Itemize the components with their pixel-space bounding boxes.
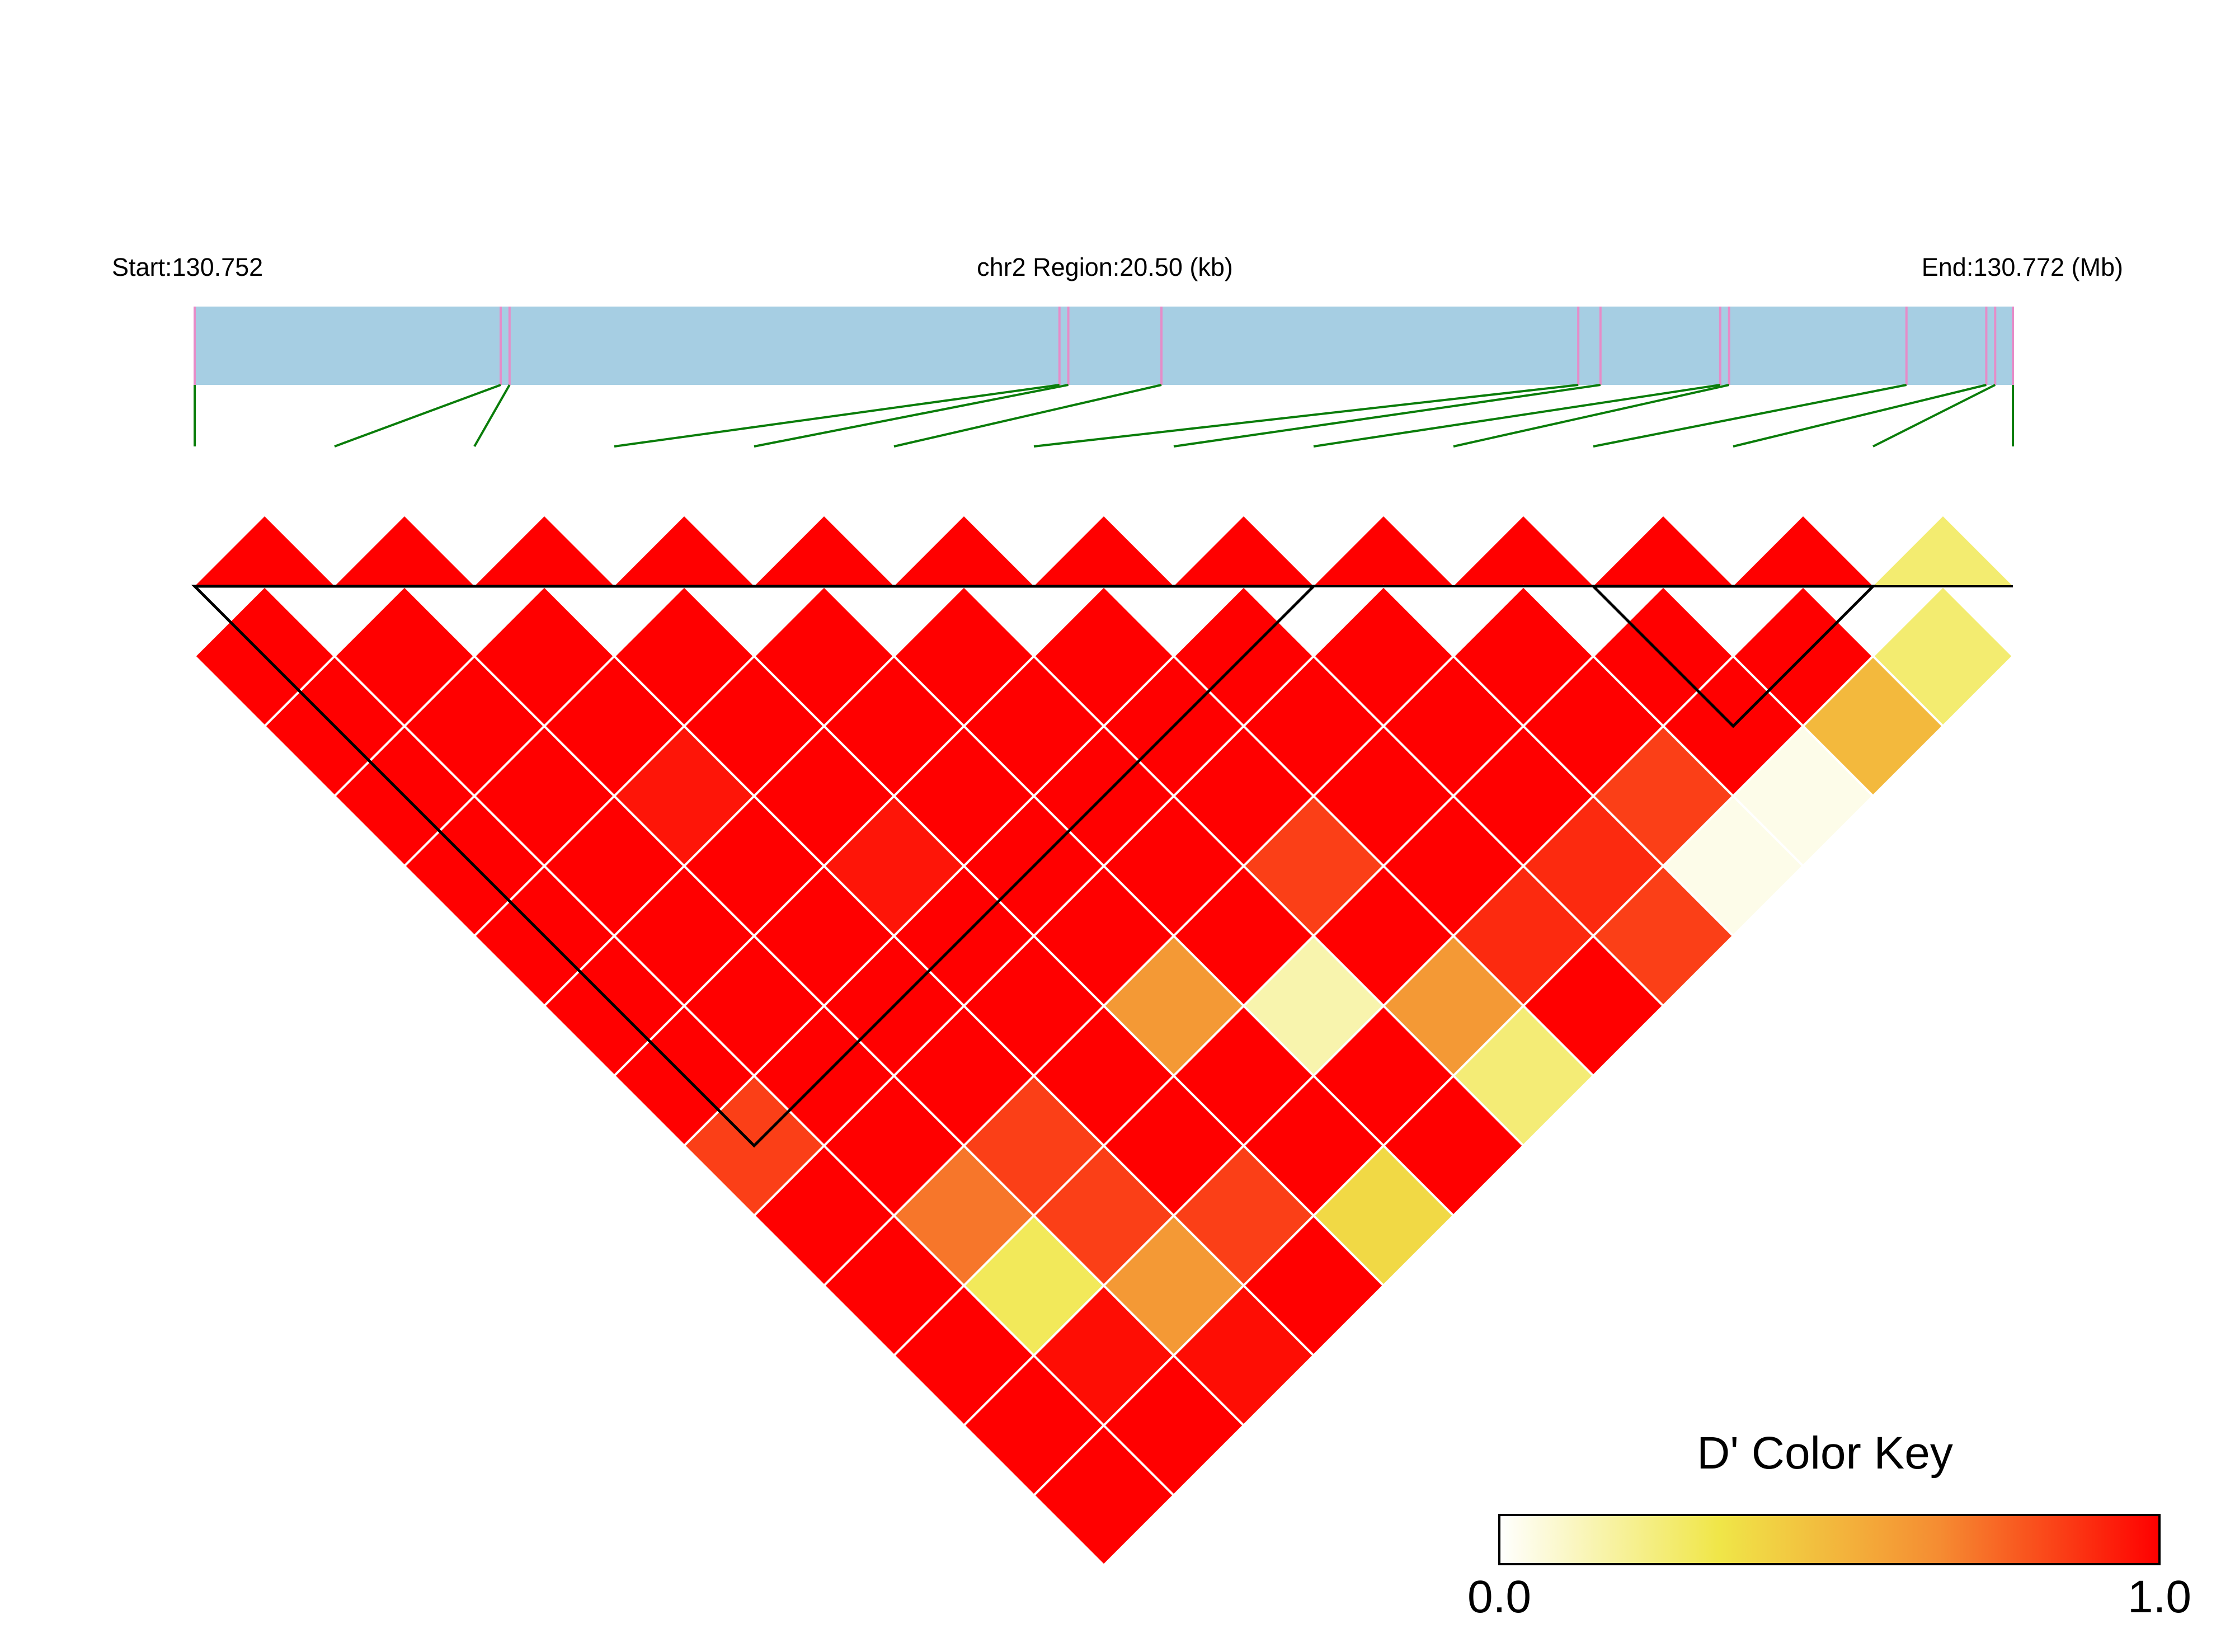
color-key-gradient — [1498, 1514, 2161, 1565]
chromosome-region-bar — [195, 307, 2013, 385]
region-end-label: End:130.772 (Mb) — [1922, 253, 2123, 281]
snp-connector — [893, 384, 1162, 448]
snp-connector — [334, 384, 501, 448]
region-start-label: Start:130.752 — [112, 253, 263, 281]
snp-top-triangles — [195, 516, 2013, 586]
snp-connector — [473, 384, 511, 447]
snp-pair-triangle — [335, 516, 474, 586]
snp-connector — [614, 384, 1060, 448]
snp-connector — [1872, 384, 1996, 448]
snp-markers — [194, 307, 2014, 385]
snp-connector — [1173, 384, 1601, 448]
color-key-max-label: 1.0 — [2128, 1571, 2191, 1622]
snp-pair-triangle — [1733, 516, 1873, 586]
snp-pair-triangle — [1593, 516, 1733, 586]
snp-pair-triangle — [894, 516, 1034, 586]
snp-pair-triangle — [1034, 516, 1174, 586]
snp-connector — [1733, 384, 1987, 448]
snp-connectors — [194, 384, 2014, 448]
region-size-label: chr2 Region:20.50 (kb) — [977, 253, 1233, 281]
snp-pair-triangle — [614, 516, 754, 586]
ld-cell — [1032, 1424, 1175, 1567]
snp-connector — [1033, 384, 1579, 448]
snp-connector — [754, 384, 1069, 448]
snp-pair-triangle — [754, 516, 894, 586]
snp-pair-triangle — [1873, 516, 2013, 586]
color-key-title: D' Color Key — [1697, 1428, 1953, 1479]
snp-pair-triangle — [1453, 516, 1593, 586]
snp-pair-triangle — [195, 516, 335, 586]
snp-pair-triangle — [1174, 516, 1314, 586]
snp-pair-triangle — [1314, 516, 1453, 586]
color-key-min-label: 0.0 — [1467, 1571, 1531, 1622]
ld-cells — [193, 585, 2015, 1567]
snp-connector — [1453, 384, 1730, 448]
snp-pair-triangle — [474, 516, 614, 586]
snp-connector — [1313, 384, 1721, 448]
snp-connector — [1593, 384, 1907, 448]
